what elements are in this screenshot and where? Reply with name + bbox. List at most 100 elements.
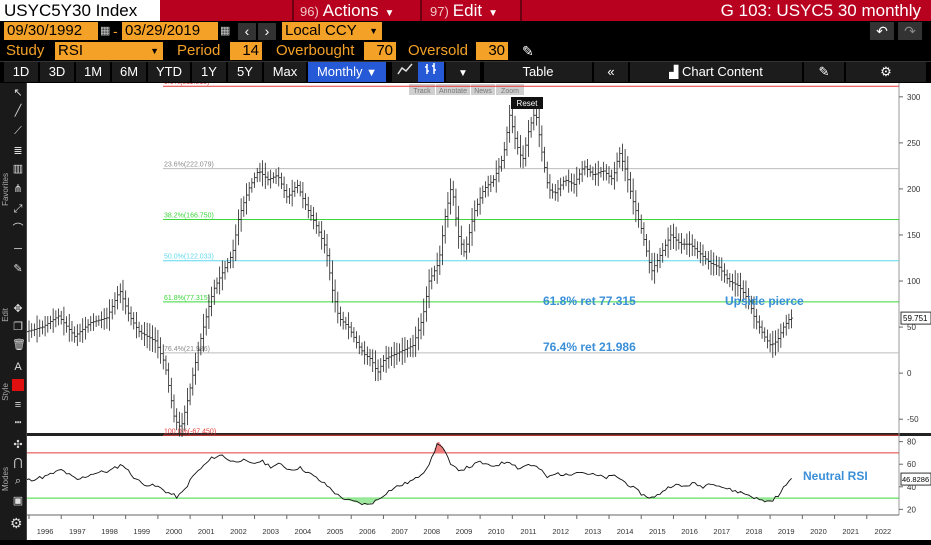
- chart-svg[interactable]: Track Annotate News Zoom Reset 0.0%(311.515) 2…: [0, 79, 931, 540]
- arc-tool-icon[interactable]: ⌒: [12, 223, 24, 235]
- period-label: Period: [177, 42, 221, 59]
- period-input[interactable]: 14: [230, 42, 262, 60]
- horizontal-line-icon[interactable]: ─: [14, 243, 22, 255]
- range-button-5y[interactable]: 5Y: [228, 62, 262, 82]
- date-range-bar: [0, 21, 931, 41]
- chart-annotation: 61.8% ret 77.315: [543, 294, 636, 308]
- x-tick-label: 1997: [69, 527, 86, 536]
- x-tick-label: 2022: [875, 527, 892, 536]
- table-button[interactable]: Table: [484, 62, 592, 82]
- pencil-icon[interactable]: ✎: [522, 43, 534, 59]
- line-style-icon[interactable]: ┅: [14, 417, 22, 429]
- double-chevron-left-icon[interactable]: «: [594, 62, 628, 82]
- x-tick-label: 2008: [423, 527, 440, 536]
- y-tick-label: 100: [907, 277, 921, 286]
- oversold-label: Oversold: [408, 42, 469, 59]
- crosshair-icon[interactable]: ✣: [13, 439, 23, 451]
- ray-tool-icon[interactable]: ⟋: [14, 125, 22, 137]
- fibonacci-icon[interactable]: ≣: [13, 145, 23, 157]
- gear-icon[interactable]: ⚙: [846, 62, 926, 82]
- x-tick-label: 2018: [746, 527, 763, 536]
- chart-area[interactable]: Track Annotate News Zoom Reset 0.0%(311.515) 2…: [0, 79, 931, 540]
- separator: [420, 0, 422, 21]
- start-date-input[interactable]: 09/30/1992: [4, 22, 98, 40]
- fib-level-label: 61.8%(77.315): [164, 295, 210, 302]
- chart-annotation: 76.4% ret 21.986: [543, 340, 636, 354]
- end-date-input[interactable]: 03/29/2019: [122, 22, 218, 40]
- fib-level-label: 38.2%(166.750): [164, 213, 214, 220]
- chart-content-button[interactable]: ▟ Chart Content: [630, 62, 802, 82]
- lock-icon[interactable]: ▣: [12, 495, 24, 507]
- y-tick-label: 200: [907, 185, 921, 194]
- x-tick-label: 2002: [230, 527, 247, 536]
- range-button-ytd[interactable]: YTD: [148, 62, 190, 82]
- currency-value: Local CCY: [285, 22, 357, 39]
- chart-annotation: Upside pierce: [725, 294, 804, 308]
- chevron-left-icon[interactable]: ‹: [238, 23, 256, 40]
- last-value-tag: 59.751: [903, 314, 928, 323]
- calendar-icon[interactable]: ▦: [100, 25, 111, 37]
- chart-content-label: Chart Content: [681, 64, 763, 79]
- rsi-line: [0, 442, 792, 506]
- oversold-input[interactable]: 30: [476, 42, 508, 60]
- caret-down-icon: ▼: [458, 68, 468, 79]
- modes-section-label: Modes: [1, 467, 10, 492]
- range-button-3d[interactable]: 3D: [40, 62, 74, 82]
- delete-icon[interactable]: 🗑: [12, 339, 26, 351]
- pitchfork-icon[interactable]: ⋔: [13, 183, 23, 195]
- x-tick-label: 2012: [552, 527, 569, 536]
- currency-select[interactable]: Local CCY ▼: [282, 22, 382, 40]
- edit-menu[interactable]: 97) Edit ▼: [430, 0, 498, 21]
- range-button-1y[interactable]: 1Y: [192, 62, 226, 82]
- float-toolbar-zoom-button[interactable]: Zoom: [501, 88, 519, 95]
- line-chart-icon[interactable]: [392, 62, 418, 82]
- line-weight-icon[interactable]: ≡: [14, 399, 22, 411]
- magnet-icon[interactable]: ⋂: [13, 457, 23, 469]
- separator: [292, 0, 294, 21]
- trend-tool-icon[interactable]: ⤢: [13, 203, 23, 215]
- frequency-select[interactable]: Monthly ▼: [308, 62, 386, 82]
- calendar-icon[interactable]: ▦: [220, 25, 231, 37]
- study-select[interactable]: RSI ▼: [55, 42, 163, 60]
- copy-icon[interactable]: ❐: [13, 321, 23, 333]
- chart-type-dropdown[interactable]: ▼: [446, 62, 480, 82]
- chevron-right-icon[interactable]: ›: [258, 23, 276, 40]
- study-value: RSI: [58, 42, 84, 59]
- range-button-max[interactable]: Max: [264, 62, 306, 82]
- line-tool-icon[interactable]: ╱: [14, 105, 22, 117]
- float-toolbar-track-button[interactable]: Track: [413, 88, 431, 95]
- color-swatch-icon[interactable]: [12, 379, 24, 391]
- move-icon[interactable]: ✥: [13, 303, 23, 315]
- actions-menu[interactable]: 96) Actions ▼: [300, 0, 394, 21]
- range-button-1m[interactable]: 1M: [76, 62, 110, 82]
- gear-icon[interactable]: ⚙: [10, 515, 23, 531]
- redo-icon[interactable]: ↷: [898, 22, 922, 40]
- reset-button[interactable]: Reset: [517, 99, 539, 108]
- float-toolbar-news-button[interactable]: News: [474, 88, 492, 95]
- x-tick-label: 2020: [810, 527, 827, 536]
- edit-icon[interactable]: ✎: [804, 62, 844, 82]
- text-style-icon[interactable]: A: [14, 361, 22, 373]
- range-button-6m[interactable]: 6M: [112, 62, 146, 82]
- float-toolbar-annotate-button[interactable]: Annotate: [439, 88, 467, 95]
- panel-divider: [27, 433, 931, 436]
- x-tick-label: 1996: [37, 527, 54, 536]
- overbought-input[interactable]: 70: [364, 42, 396, 60]
- price-bars: [0, 105, 794, 438]
- ticker-input[interactable]: USYC5Y30 Index: [0, 0, 160, 21]
- channel-tool-icon[interactable]: ▥: [12, 163, 24, 175]
- edit-section-label: Edit: [1, 308, 10, 322]
- caret-down-icon: ▼: [150, 46, 159, 56]
- rsi-y-tick-label: 80: [907, 438, 916, 447]
- frequency-value: Monthly: [316, 64, 363, 79]
- rsi-last-value-tag: 46.8286: [902, 475, 929, 484]
- fib-level-label: 76.4%(21.986): [164, 346, 210, 353]
- y-tick-label: 50: [907, 323, 916, 332]
- pointer-icon[interactable]: ↖: [13, 87, 23, 99]
- zoom-tool-icon[interactable]: ⌕: [14, 475, 22, 487]
- range-button-1d[interactable]: 1D: [4, 62, 38, 82]
- pen-tool-icon[interactable]: ✎: [13, 263, 23, 275]
- x-tick-label: 1998: [101, 527, 118, 536]
- bar-chart-icon[interactable]: [418, 62, 444, 82]
- undo-icon[interactable]: ↶: [870, 22, 894, 40]
